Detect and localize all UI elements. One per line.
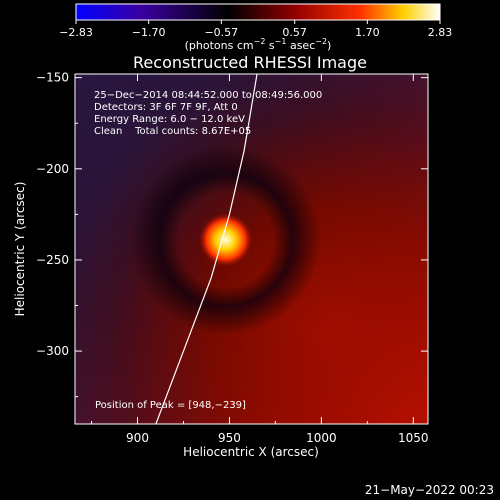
- plot-frame: [74, 73, 429, 425]
- colorbar-tick-label: 0.57: [282, 26, 307, 39]
- annotation-counts: Clean Total counts: 8.67E+05: [94, 126, 251, 137]
- y-axis-title: Heliocentric Y (arcsec): [13, 182, 27, 317]
- x-axis: 900 950 1000 1050: [91, 74, 429, 445]
- colorbar-tick-label: 2.83: [428, 26, 453, 39]
- annotation-energy: Energy Range: 6.0 − 12.0 keV: [94, 114, 245, 125]
- peak-position-label: Position of Peak = [948,−239]: [95, 400, 246, 411]
- colorbar-tick-label: 1.70: [355, 26, 380, 39]
- chart-title: Reconstructed RHESSI Image: [133, 53, 367, 72]
- x-tick-label: 900: [126, 431, 149, 445]
- x-tick-label: 1000: [306, 431, 337, 445]
- timestamp: 21−May−2022 00:23: [365, 483, 494, 497]
- colorbar-tick-label: −0.57: [204, 26, 238, 39]
- flare-source: [197, 211, 254, 268]
- x-axis-title: Heliocentric X (arcsec): [183, 445, 319, 459]
- y-tick-label: −300: [36, 344, 69, 358]
- annotation-block: 25−Dec−2014 08:44:52.000 to 08:49:56.000…: [94, 90, 322, 137]
- x-tick-label: 1050: [398, 431, 429, 445]
- colorbar-tick-label: −1.70: [132, 26, 166, 39]
- y-axis: −150 −200 −250 −300: [36, 71, 428, 398]
- annotation-detectors: Detectors: 3F 6F 7F 9F, Att 0: [94, 102, 238, 113]
- heatmap-image: [75, 74, 428, 424]
- colorbar-tick-label: −2.83: [59, 26, 93, 39]
- colorbar: −2.83 −1.70 −0.57 0.57 1.70 2.83 (photons cm−…: [59, 3, 452, 52]
- solar-limb-line: [155, 74, 258, 424]
- y-tick-label: −250: [36, 253, 69, 267]
- x-tick-label: 950: [218, 431, 241, 445]
- colorbar-unit-label: (photons cm−2 s−1 asec−2): [185, 37, 332, 52]
- y-tick-label: −200: [36, 162, 69, 176]
- colorbar-ticks: −2.83 −1.70 −0.57 0.57 1.70 2.83: [59, 20, 452, 39]
- colorbar-gradient: [75, 3, 441, 21]
- y-tick-label: −150: [36, 71, 69, 85]
- annotation-time: 25−Dec−2014 08:44:52.000 to 08:49:56.000: [94, 90, 322, 101]
